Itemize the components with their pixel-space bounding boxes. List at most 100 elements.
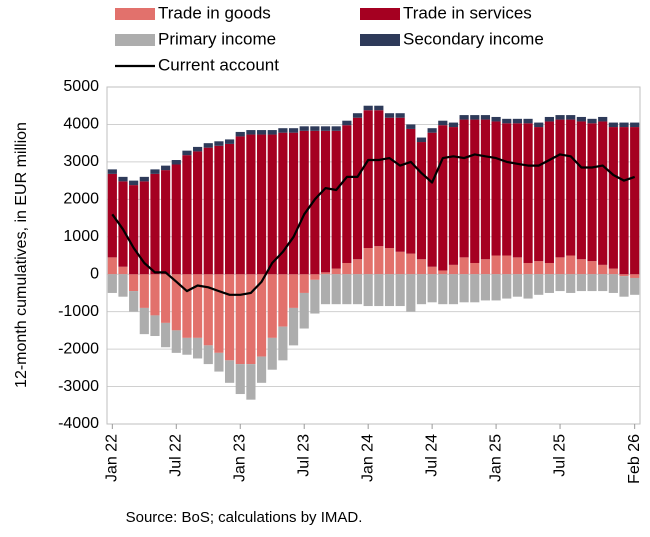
bar [320,130,331,273]
bar [203,143,213,148]
bar [278,274,288,327]
bar [352,259,363,275]
bar [299,130,309,275]
bar [576,274,586,292]
bar [107,274,117,293]
bar [235,274,245,365]
bar [608,122,618,128]
bar [459,119,469,258]
x-tick-label: Jul 24 [423,434,440,477]
line [111,153,636,296]
bar [288,307,299,346]
bar [502,274,512,299]
bar [129,180,139,186]
bar [203,147,213,275]
bar [171,160,181,165]
legend-label: Trade in services [403,3,532,22]
bar [427,128,437,133]
bar [448,127,459,265]
bar [161,170,171,275]
bar [427,266,437,275]
bar [523,262,533,275]
bar [331,274,341,305]
bar [235,131,245,137]
bar [416,259,427,275]
bar [225,143,235,275]
bar [374,246,384,275]
y-axis-label: 12-month cumulatives, in EUR million [13,122,30,388]
bar [256,134,267,275]
bar [587,261,597,275]
bar [555,115,565,120]
bar [470,262,480,275]
bar [352,117,363,260]
bar [566,119,576,256]
bar [587,123,597,262]
bar [182,150,192,156]
bar [523,118,533,124]
bar [278,128,288,133]
bar [182,337,192,355]
legend-label: Primary income [158,29,276,48]
source: Source: BoS; calculations by IMAD. [126,509,363,526]
bar [193,146,203,152]
bar [384,113,395,118]
bar [118,176,128,182]
y-tick-label: -1000 [58,303,99,320]
bar [320,126,331,131]
bar [139,274,149,308]
bar [587,118,597,124]
y-tick-label: -4000 [58,415,99,432]
bar [534,127,544,262]
bar [544,121,554,263]
bar [395,117,405,252]
bar [107,169,117,174]
bar [299,274,309,293]
bar [299,126,309,131]
bar [256,274,267,357]
bar [512,118,522,124]
x-tick-label: Jan 24 [359,434,376,482]
bar [320,274,331,305]
bar [576,121,586,260]
bar [342,125,352,263]
bar [491,255,501,275]
bar [118,274,128,297]
x-tick-label: Jan 25 [487,434,504,482]
legend-label: Trade in goods [158,3,271,22]
bar [267,130,277,135]
bar [619,274,629,277]
bar [459,257,469,275]
bar [427,274,437,303]
bar [566,115,576,120]
bar [566,274,576,293]
x-tick-label: Jul 25 [551,434,568,477]
bar [416,274,427,305]
bar [480,274,491,301]
bar [310,274,320,280]
bar [619,127,629,275]
bar [512,123,522,258]
bar [512,274,522,297]
bar [139,181,149,275]
bar [310,126,320,131]
bar [534,122,544,128]
bar [267,337,277,370]
bar [363,110,373,249]
legend-label: Secondary income [403,29,544,48]
bar [225,360,235,383]
bar [331,130,341,269]
bar [203,274,213,346]
bar [246,134,256,275]
legend-swatch [360,34,400,46]
bar [320,272,331,275]
bar [352,113,363,118]
bar [214,274,224,353]
bar [150,315,160,337]
bar [438,125,448,271]
bar [608,268,618,275]
legend-swatch [115,34,155,46]
bar [214,145,224,275]
bar [331,126,341,131]
